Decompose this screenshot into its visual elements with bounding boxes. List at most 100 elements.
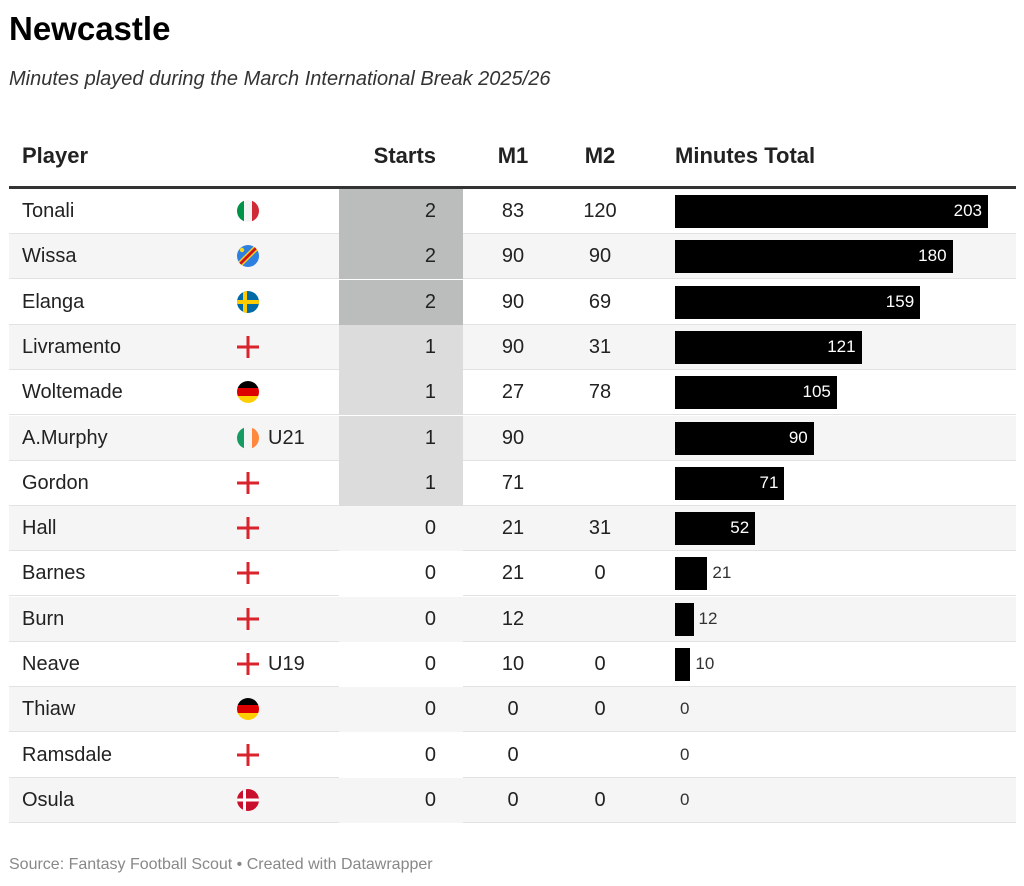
column-header: Minutes Total [675, 143, 816, 168]
table-row: Tonali 2 83 120 203 [9, 189, 1016, 234]
m2-value: 78 [588, 381, 612, 404]
total-bar [675, 376, 837, 410]
starts-cell-bg [339, 370, 463, 416]
total-label: 21 [712, 563, 732, 583]
column-header: M1 [497, 143, 529, 168]
table-row: Neave U19 0 10 0 10 [9, 642, 1016, 687]
total-label: 71 [759, 472, 779, 492]
total-label: 105 [802, 382, 831, 402]
player-name: Livramento [22, 335, 121, 358]
table-row: Woltemade 1 27 78 105 [9, 370, 1016, 416]
table-row: A.Murphy U21 1 90 90 [9, 415, 1016, 461]
m2-value [560, 733, 640, 777]
player-name: Gordon [22, 471, 89, 494]
table-row: Hall 0 21 31 52 [9, 506, 1016, 552]
total-bar [675, 557, 708, 591]
table-row: Osula 0 0 0 0 [9, 777, 1016, 823]
flag-icon [237, 290, 259, 313]
total-label: 121 [827, 336, 856, 356]
flag-icon [237, 743, 259, 766]
table-row: Elanga 2 90 69 159 [9, 279, 1016, 325]
m1-value: 21 [501, 562, 525, 585]
starts-cell-bg [339, 189, 463, 234]
flag-icon [237, 607, 259, 630]
m1-value: 0 [507, 788, 519, 811]
table-row: Thiaw 0 0 0 0 [9, 687, 1016, 733]
total-label: 203 [953, 201, 982, 220]
total-bar [675, 602, 694, 636]
starts-value: 2 [424, 290, 436, 313]
table-row: Burn 0 12 12 [9, 596, 1016, 642]
player-name: Elanga [22, 290, 85, 313]
starts-cell-bg [339, 324, 463, 370]
header-rule [9, 186, 1016, 189]
footer: Source: Fantasy Football Scout • Created… [9, 856, 433, 873]
m1-value: 71 [501, 471, 525, 494]
m2-value [560, 461, 640, 505]
starts-value: 0 [424, 698, 436, 721]
player-name: Ramsdale [22, 743, 113, 766]
m2-value [560, 597, 640, 641]
player-name: Wissa [22, 245, 77, 268]
m2-value: 0 [594, 788, 606, 811]
starts-cell-bg [339, 642, 463, 687]
m1-value: 0 [507, 698, 519, 721]
starts-cell-bg [339, 732, 463, 778]
m2-value: 90 [588, 245, 612, 268]
table-row: Ramsdale 0 0 0 [9, 732, 1016, 778]
m2-value: 31 [588, 517, 612, 540]
flag-icon [237, 562, 259, 585]
player-name: Woltemade [22, 381, 123, 404]
total-label: 10 [695, 654, 715, 673]
starts-value: 1 [424, 426, 436, 449]
column-header: Player [22, 143, 89, 168]
m1-value: 90 [501, 426, 525, 449]
player-name: Tonali [22, 200, 75, 222]
total-label: 52 [730, 518, 750, 538]
player-name: Barnes [22, 562, 86, 585]
m1-value: 21 [501, 517, 525, 540]
total-bar [675, 648, 691, 681]
starts-value: 0 [424, 743, 436, 766]
table-row: Barnes 0 21 0 21 [9, 551, 1016, 597]
total-bar [675, 512, 756, 546]
m1-value: 12 [501, 607, 525, 630]
total-bar [675, 240, 953, 274]
total-bar [675, 466, 785, 500]
flag-icon [237, 517, 259, 540]
total-label: 90 [788, 427, 808, 447]
flag-icon [237, 245, 259, 268]
column-header: Starts [373, 143, 436, 168]
flag-icon [237, 653, 259, 675]
total-label: 0 [680, 744, 690, 764]
total-label: 0 [680, 789, 690, 809]
subtitle: Minutes played during the March Internat… [9, 68, 551, 90]
total-label: 180 [918, 246, 947, 266]
m2-value: 69 [588, 290, 612, 313]
m1-value: 90 [501, 290, 525, 313]
table-row: Gordon 1 71 71 [9, 460, 1016, 506]
starts-cell-bg [339, 279, 463, 325]
flag-icon [237, 335, 259, 358]
player-name: Burn [22, 607, 65, 630]
starts-cell-bg [339, 551, 463, 597]
starts-value: 0 [424, 562, 436, 585]
starts-value: 1 [424, 381, 436, 404]
column-header: M2 [584, 143, 616, 168]
starts-cell-bg [339, 506, 463, 552]
m2-value: 0 [594, 653, 606, 675]
starts-value: 0 [424, 607, 436, 630]
m1-value: 10 [501, 653, 525, 675]
total-label: 0 [680, 699, 690, 719]
total-bar [675, 195, 988, 228]
starts-value: 2 [424, 245, 436, 268]
starts-cell-bg [339, 687, 463, 733]
flag-icon [237, 381, 259, 404]
flag-icon [237, 471, 259, 494]
player-name: A.Murphy [22, 426, 108, 449]
total-bar [675, 421, 814, 455]
age-badge: U21 [268, 426, 305, 449]
title: Newcastle [9, 10, 171, 47]
starts-cell-bg [339, 460, 463, 506]
